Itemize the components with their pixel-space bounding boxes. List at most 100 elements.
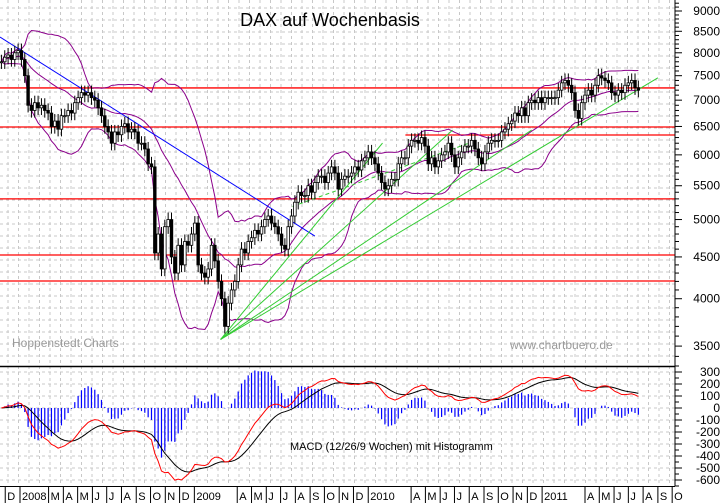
candle: [479, 150, 484, 172]
candle-body: [323, 175, 327, 183]
candle-body: [203, 272, 207, 278]
candle-body: [13, 52, 17, 60]
candle: [496, 133, 500, 148]
candle: [333, 159, 337, 181]
x-tick-label: M: [601, 491, 610, 503]
candle-body: [459, 151, 464, 159]
candle-body: [633, 80, 637, 89]
candle-body: [453, 154, 457, 168]
candle-body: [259, 226, 264, 235]
candle-body: [116, 131, 120, 136]
candle-body: [256, 229, 260, 235]
candle: [229, 282, 234, 311]
x-tick-label: A: [123, 491, 131, 503]
candle: [516, 106, 520, 123]
candle-body: [276, 226, 280, 235]
candle-body: [33, 102, 37, 111]
candle: [473, 133, 477, 157]
x-tick-label: O: [153, 491, 162, 503]
candle-body: [466, 145, 470, 148]
x-tick-label: O: [326, 491, 335, 503]
y-tick-label: 8000: [693, 46, 720, 60]
macd-signal-line: [1, 377, 639, 473]
candle: [589, 83, 594, 103]
candle: [633, 73, 637, 95]
trend-lines: [0, 36, 659, 340]
candle-body: [239, 248, 244, 266]
candle-body: [63, 115, 67, 118]
candle: [89, 85, 94, 105]
candle-body: [409, 139, 414, 147]
x-tick-label: S: [486, 491, 493, 503]
candle-body: [626, 82, 631, 86]
candle: [326, 166, 330, 190]
candle-body: [379, 172, 384, 183]
axis-background: [675, 0, 723, 503]
candle-body: [606, 80, 611, 84]
candle: [316, 169, 320, 190]
candle-body: [349, 172, 354, 177]
x-tick-label: J: [616, 491, 622, 503]
candle: [399, 150, 404, 172]
candle: [349, 166, 354, 184]
candle: [263, 212, 267, 234]
candle: [353, 159, 357, 181]
candle: [593, 78, 597, 103]
candle: [256, 223, 260, 242]
x-tick-label: N: [515, 491, 523, 503]
candle: [216, 253, 220, 289]
candle: [66, 103, 70, 123]
candle-body: [6, 54, 10, 58]
candle-body: [206, 268, 210, 278]
candle-body: [563, 80, 567, 84]
macd-label: MACD (12/26/9 Wochen) mit Histogramm: [290, 441, 493, 453]
candle-body: [243, 248, 247, 254]
candle-body: [329, 166, 334, 174]
candle: [513, 106, 517, 129]
candle-body: [289, 215, 294, 228]
candle: [423, 130, 427, 154]
y-tick-label: 8500: [693, 24, 720, 38]
x-tick-label: O: [674, 491, 683, 503]
candle-body: [386, 185, 390, 190]
candle: [23, 52, 27, 83]
candle-body: [263, 219, 267, 228]
candle: [569, 78, 574, 100]
candle-body: [403, 157, 407, 160]
candle: [606, 73, 611, 91]
candle: [616, 83, 621, 103]
x-tick-label: A: [587, 491, 595, 503]
y-tick-label: 7500: [693, 69, 720, 83]
candle-body: [469, 139, 474, 147]
candle: [546, 90, 551, 105]
candle: [356, 159, 360, 178]
macd-line: [1, 374, 639, 481]
candle-body: [369, 151, 374, 159]
candle-body: [429, 157, 434, 165]
x-tick-label: N: [167, 491, 175, 503]
candle-body: [176, 244, 180, 274]
candle: [456, 150, 460, 175]
candle-body: [76, 97, 80, 104]
candle: [153, 159, 157, 261]
candle-body: [236, 264, 240, 282]
candle: [253, 223, 257, 245]
candle: [489, 133, 494, 151]
candle-body: [433, 157, 437, 168]
candle-body: [393, 178, 397, 181]
y-tick-label: 6500: [693, 119, 720, 133]
candle-body: [29, 104, 34, 111]
candle-body: [216, 260, 220, 282]
candle: [566, 73, 571, 93]
candle-body: [363, 157, 367, 162]
candle-body: [583, 94, 587, 104]
candle: [243, 242, 247, 261]
candle: [379, 166, 384, 190]
candle: [319, 169, 324, 184]
candle: [139, 136, 144, 151]
candle: [289, 208, 294, 234]
candle: [219, 274, 224, 306]
candle-body: [483, 151, 487, 165]
x-tick-label: N: [341, 491, 349, 503]
candle: [176, 238, 180, 281]
